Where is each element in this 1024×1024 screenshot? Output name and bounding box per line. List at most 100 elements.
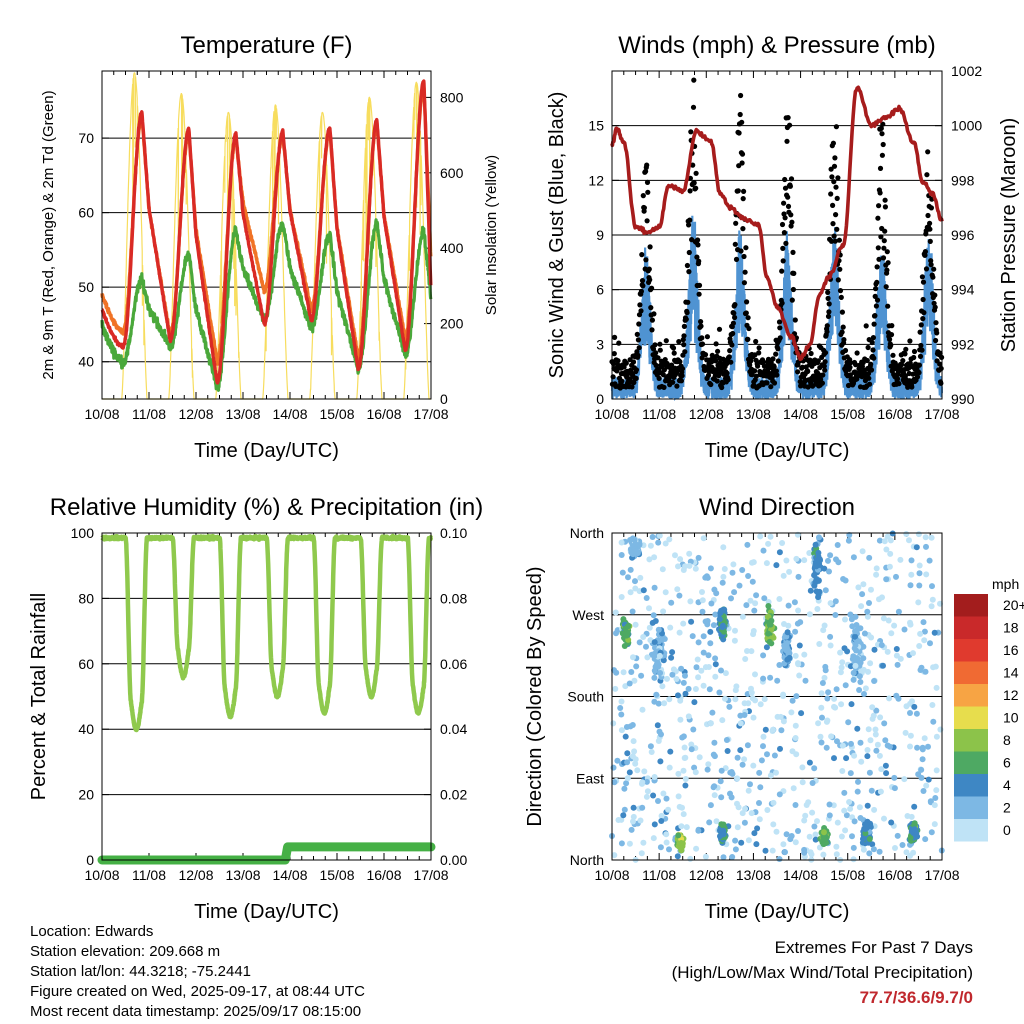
gust-point <box>833 124 840 130</box>
direction-point <box>704 766 711 773</box>
direction-point <box>784 656 791 663</box>
direction-point <box>819 714 825 721</box>
direction-point <box>732 696 739 703</box>
direction-point <box>783 831 790 838</box>
direction-point <box>630 804 637 811</box>
y-tick-label: 70 <box>78 130 94 146</box>
direction-point <box>795 828 801 834</box>
direction-point <box>815 594 822 601</box>
direction-point <box>770 634 777 641</box>
direction-point <box>651 584 658 591</box>
y-tick-label: 0 <box>86 852 94 868</box>
direction-point <box>639 804 646 811</box>
direction-point <box>737 747 744 754</box>
gust-point <box>678 378 685 384</box>
direction-point <box>835 559 842 566</box>
extremes-subtitle: (High/Low/Max Wind/Total Precipitation) <box>671 963 973 982</box>
direction-point <box>748 810 755 817</box>
direction-point <box>790 785 797 792</box>
direction-point <box>646 556 653 563</box>
direction-point <box>867 660 874 667</box>
gust-point <box>833 184 839 190</box>
direction-point <box>819 680 826 686</box>
y-axis-label: Direction (Colored By Speed) <box>524 566 546 826</box>
gust-point <box>653 362 659 368</box>
direction-point <box>765 603 772 609</box>
direction-point <box>801 651 808 658</box>
colorbar-cell <box>954 774 988 797</box>
gust-point <box>771 364 777 370</box>
gust-point <box>920 296 926 303</box>
direction-point <box>630 654 636 661</box>
direction-point <box>632 585 639 592</box>
gust-point <box>919 274 926 280</box>
gust-point <box>691 77 697 83</box>
direction-point <box>770 726 776 733</box>
series-pressure <box>610 85 944 362</box>
chart-title: Winds (mph) & Pressure (mb) <box>618 32 935 59</box>
extremes-box: Extremes For Past 7 Days (High/Low/Max W… <box>672 935 973 1010</box>
y-tick-label: 100 <box>71 525 95 541</box>
direction-point <box>747 781 753 788</box>
direction-point <box>856 687 863 693</box>
direction-point <box>749 559 755 566</box>
direction-point <box>796 642 803 649</box>
direction-point <box>817 733 824 740</box>
gust-point <box>875 215 881 221</box>
gust-point <box>690 162 696 168</box>
direction-point <box>788 709 795 716</box>
direction-point <box>779 540 786 546</box>
extremes-value: 77.7/36.6/9.7/0 <box>859 988 973 1007</box>
direction-point <box>880 615 887 622</box>
direction-point <box>763 644 770 651</box>
y2-tick-label: 994 <box>951 282 975 298</box>
direction-point <box>842 827 849 834</box>
gust-point <box>930 274 936 280</box>
gust-point <box>921 310 927 316</box>
gust-point <box>643 257 649 263</box>
direction-point <box>756 769 763 776</box>
direction-point <box>933 733 940 740</box>
direction-point <box>672 552 678 559</box>
gust-point <box>923 266 930 272</box>
gust-point <box>916 370 922 376</box>
direction-point <box>867 737 874 744</box>
direction-point <box>932 795 939 801</box>
gust-point <box>638 308 644 314</box>
direction-point <box>882 737 889 744</box>
direction-point <box>716 689 723 696</box>
gust-point <box>873 286 879 292</box>
direction-point <box>732 837 739 844</box>
gust-point <box>737 111 743 118</box>
gust-point <box>783 240 789 246</box>
gust-point <box>682 349 688 355</box>
gust-point <box>730 330 736 337</box>
direction-point <box>776 549 783 556</box>
gust-point <box>730 320 737 326</box>
y2-tick-label: 0 <box>440 391 448 407</box>
y-tick-label: 3 <box>596 336 604 352</box>
direction-point <box>845 719 852 726</box>
direction-point <box>852 633 858 640</box>
x-tick-label: 13/08 <box>225 867 260 883</box>
direction-point <box>891 785 898 792</box>
direction-point <box>871 806 878 813</box>
direction-point <box>784 629 791 636</box>
direction-point <box>761 696 768 703</box>
direction-point <box>827 642 834 649</box>
direction-point <box>866 769 873 776</box>
gust-point <box>918 322 924 328</box>
direction-point <box>799 764 806 771</box>
y2-tick-label: 998 <box>951 172 975 188</box>
direction-point <box>686 562 693 569</box>
direction-point <box>770 821 777 828</box>
direction-point <box>682 776 689 782</box>
gust-point <box>693 185 699 191</box>
series-solar-insolation <box>102 72 431 400</box>
direction-point <box>929 702 936 708</box>
direction-point <box>639 779 646 786</box>
direction-point <box>666 536 673 543</box>
gust-point <box>782 176 788 183</box>
direction-point <box>717 778 724 785</box>
gust-point <box>775 358 781 364</box>
